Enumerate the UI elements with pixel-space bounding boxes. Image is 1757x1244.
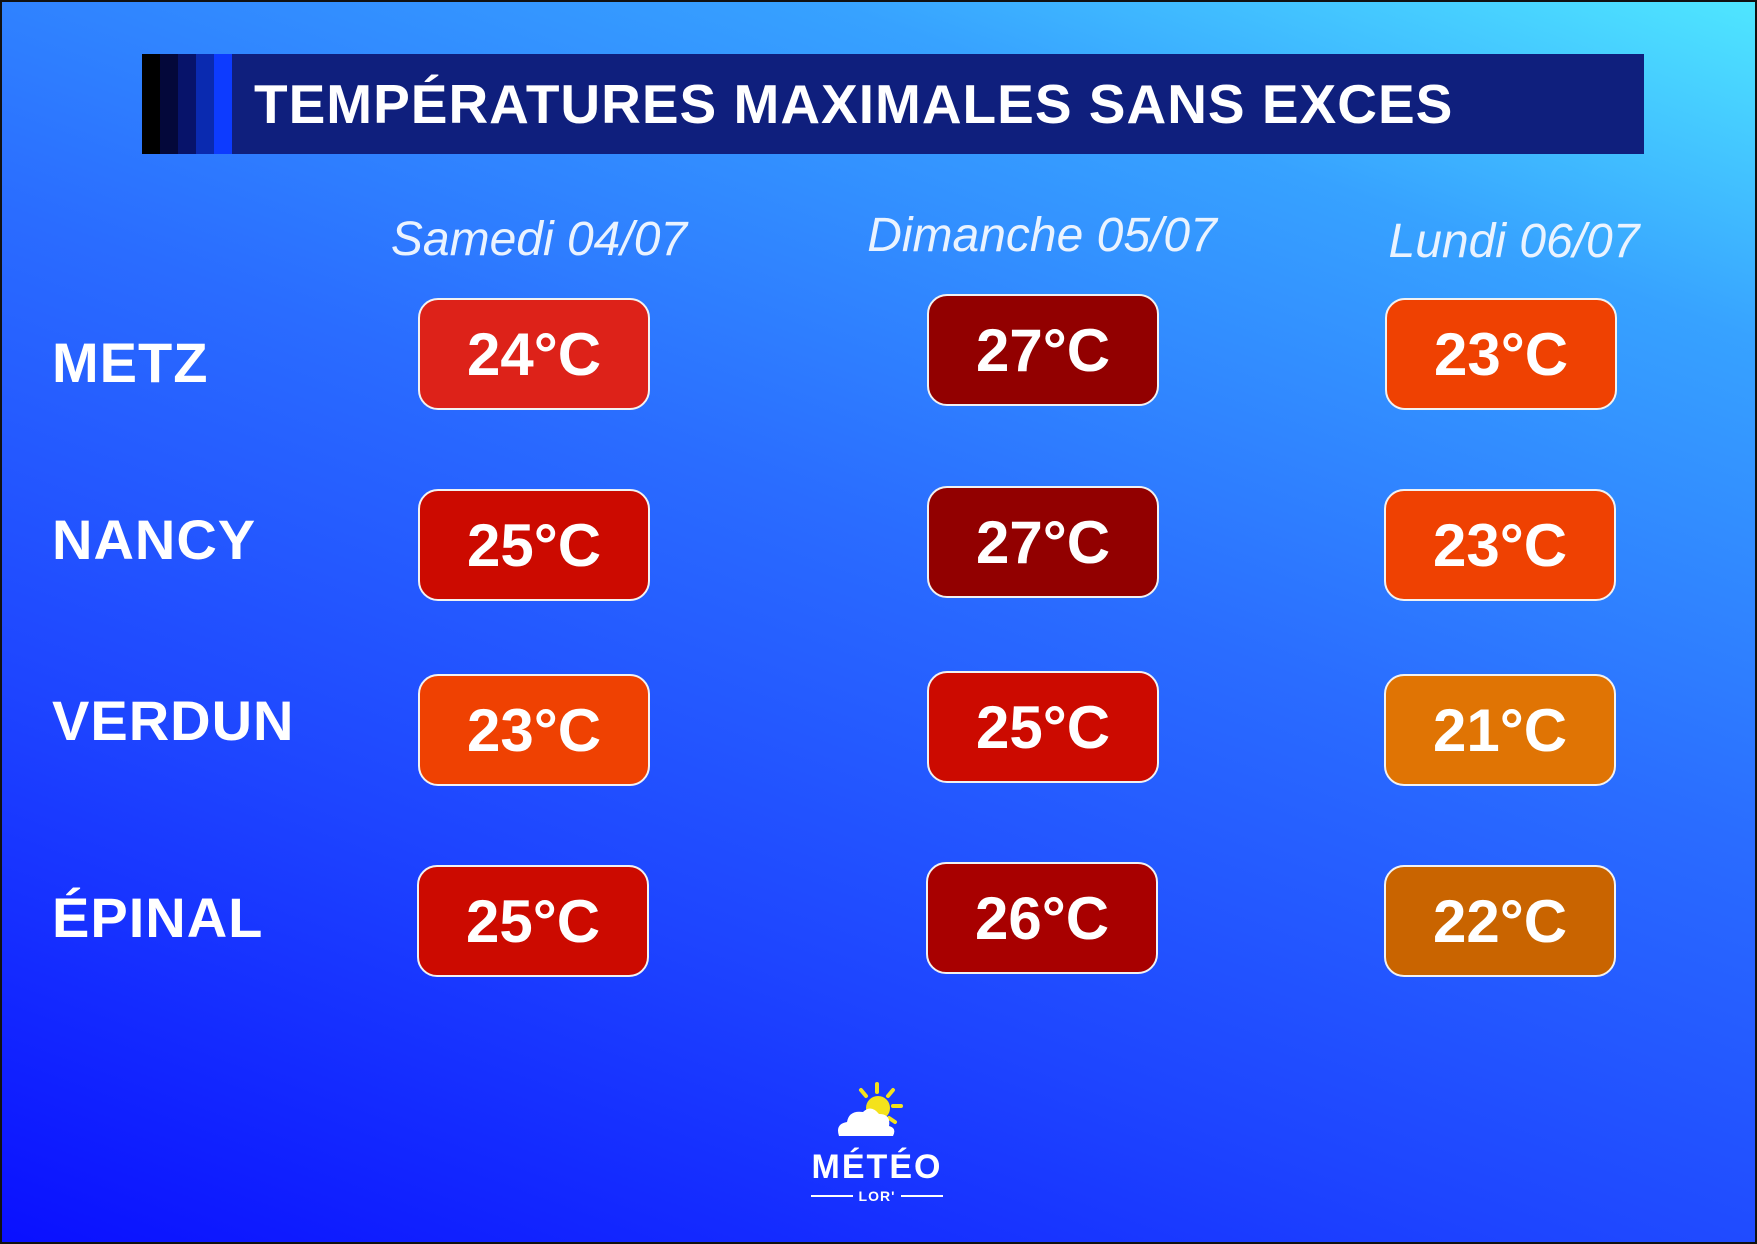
day-header-sunday: Dimanche 05/07 — [867, 209, 1217, 262]
temp-cell-epinal-monday: 22°C — [1384, 865, 1616, 977]
temp-cell-nancy-sunday: 27°C — [927, 486, 1159, 598]
page-title: TEMPÉRATURES MAXIMALES SANS EXCES — [254, 73, 1454, 135]
temp-cell-verdun-sunday: 25°C — [927, 671, 1159, 783]
day-header-monday: Lundi 06/07 — [1388, 215, 1640, 268]
title-stripe — [142, 54, 160, 154]
sun-cloud-icon — [838, 1082, 903, 1136]
title-stripes — [142, 54, 232, 154]
city-label-metz: METZ — [52, 331, 209, 394]
logo-subtitle-text: LOR' — [858, 1188, 896, 1204]
day-header-saturday: Samedi 04/07 — [390, 213, 688, 266]
city-label-epinal: ÉPINAL — [52, 886, 264, 949]
temp-cell-metz-sunday: 27°C — [927, 294, 1159, 406]
logo-line-left — [810, 1195, 853, 1197]
title-stripe — [214, 54, 232, 154]
title-bar: TEMPÉRATURES MAXIMALES SANS EXCES — [142, 54, 1644, 154]
title-stripe — [160, 54, 178, 154]
logo-subtitle: LOR' — [787, 1188, 967, 1204]
temp-cell-verdun-monday: 21°C — [1384, 674, 1616, 786]
temp-cell-epinal-sunday: 26°C — [926, 862, 1158, 974]
logo-wordmark: MÉTÉO — [811, 1148, 943, 1186]
temp-cell-nancy-saturday: 25°C — [418, 489, 650, 601]
temp-cell-verdun-saturday: 23°C — [418, 674, 650, 786]
temp-cell-nancy-monday: 23°C — [1384, 489, 1616, 601]
temp-cell-epinal-saturday: 25°C — [417, 865, 649, 977]
temp-cell-metz-saturday: 24°C — [418, 298, 650, 410]
title-stripe — [196, 54, 214, 154]
meteo-lor-logo: MÉTÉO LOR' — [787, 1082, 967, 1212]
city-label-verdun: VERDUN — [52, 689, 295, 752]
logo-line-right — [901, 1195, 944, 1197]
title-stripe — [178, 54, 196, 154]
city-label-nancy: NANCY — [52, 508, 257, 571]
temp-cell-metz-monday: 23°C — [1385, 298, 1617, 410]
